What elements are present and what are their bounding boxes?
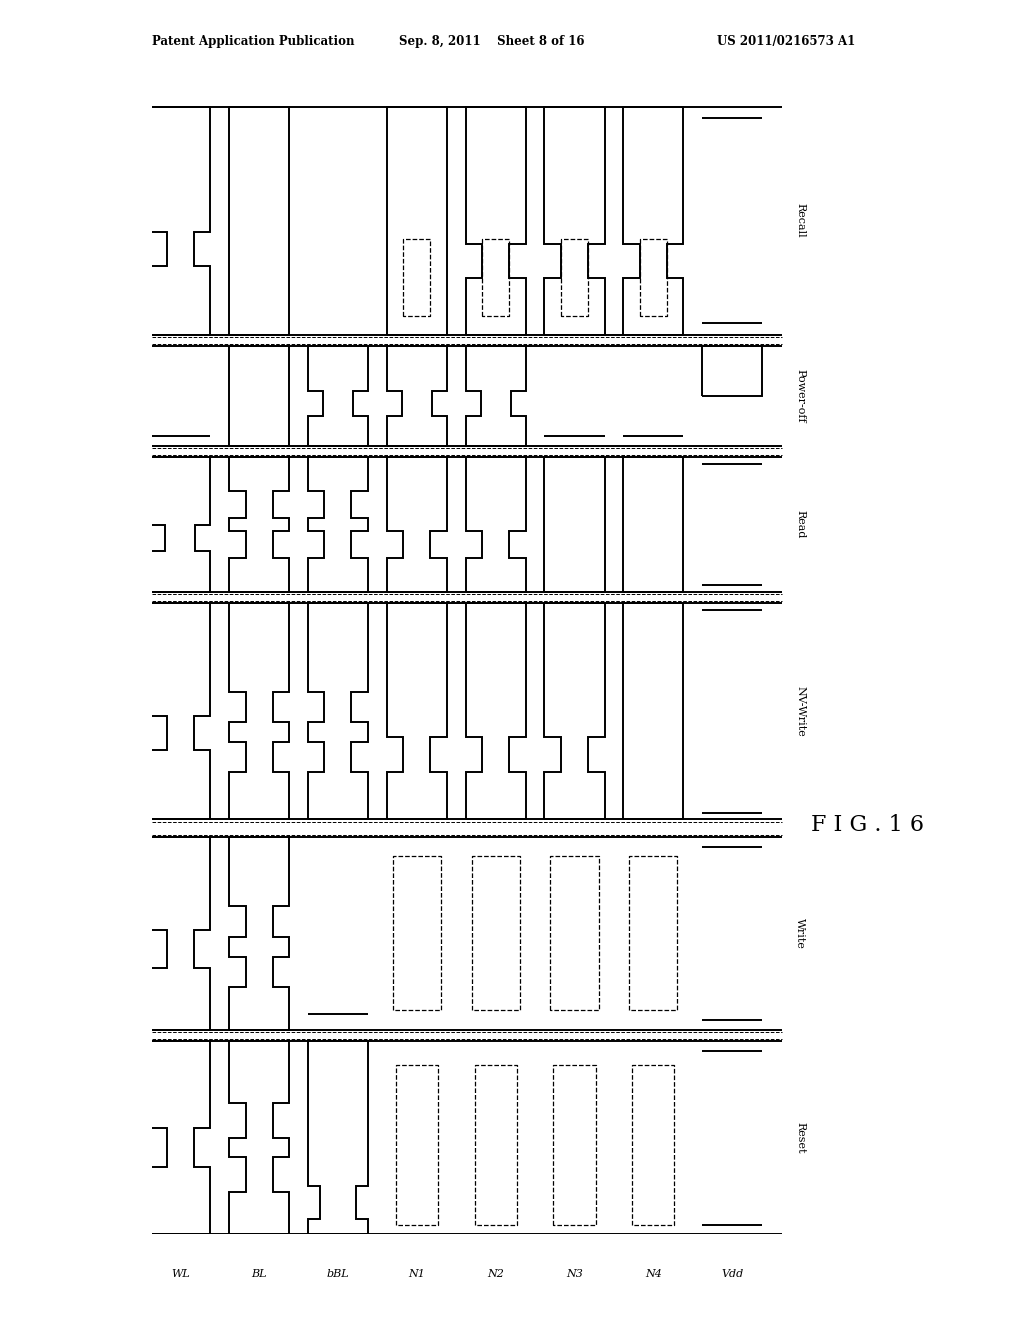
Text: BL: BL <box>251 1270 267 1279</box>
Text: Read: Read <box>796 511 805 539</box>
Text: N3: N3 <box>566 1270 583 1279</box>
Text: bBL: bBL <box>327 1270 349 1279</box>
Text: WL: WL <box>171 1270 189 1279</box>
Text: N2: N2 <box>487 1270 504 1279</box>
Text: Reset: Reset <box>796 1122 805 1154</box>
Text: N1: N1 <box>409 1270 425 1279</box>
Text: F I G . 1 6: F I G . 1 6 <box>811 814 924 837</box>
Text: Power-off: Power-off <box>796 370 805 422</box>
Text: Vdd: Vdd <box>721 1270 743 1279</box>
Text: Sep. 8, 2011    Sheet 8 of 16: Sep. 8, 2011 Sheet 8 of 16 <box>399 34 585 48</box>
Text: Patent Application Publication: Patent Application Publication <box>152 34 354 48</box>
Text: NV-Write: NV-Write <box>796 686 805 737</box>
Text: US 2011/0216573 A1: US 2011/0216573 A1 <box>717 34 855 48</box>
Text: N4: N4 <box>645 1270 662 1279</box>
Text: Recall: Recall <box>796 203 805 238</box>
Text: Write: Write <box>796 917 805 949</box>
